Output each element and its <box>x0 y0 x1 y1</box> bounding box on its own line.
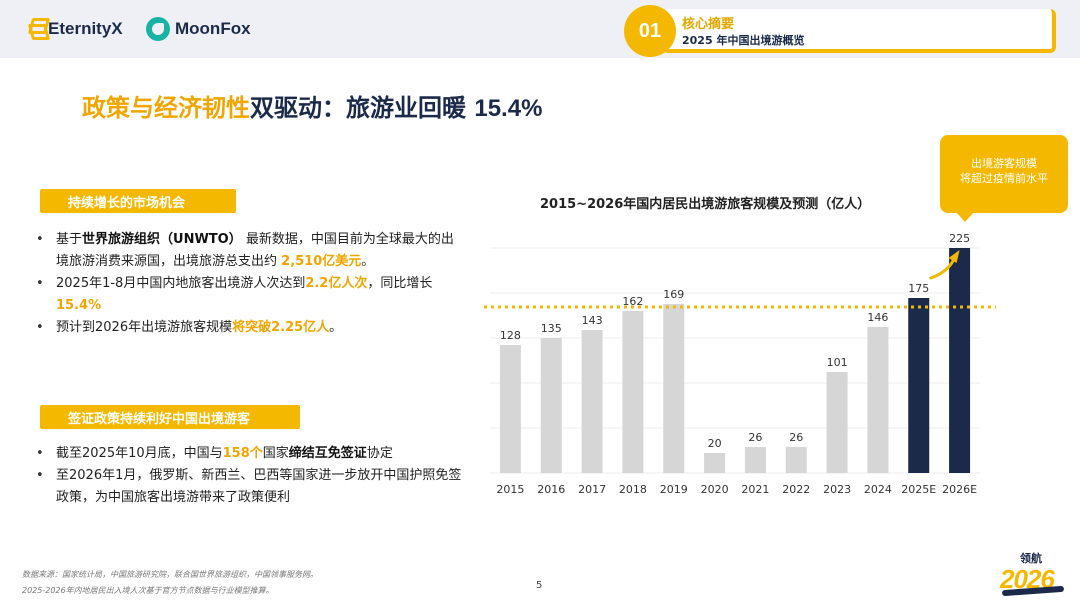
tick-label-2026E: 2026E <box>942 483 977 496</box>
chart-bar-2018 <box>622 311 644 473</box>
tick-label-2023: 2023 <box>823 483 851 496</box>
callout-line-2: 将超过疫情前水平 <box>960 172 1048 185</box>
bullet-highlight: 2,510亿美元 <box>281 254 362 269</box>
headline-number: 15.4% <box>474 95 543 122</box>
callout-line-1: 出境游客规模 <box>971 157 1037 170</box>
data-label-2026E: 225 <box>949 232 970 245</box>
section-subtitle: 2025 年中国出境游概览 <box>682 34 805 47</box>
tick-label-2019: 2019 <box>660 483 688 496</box>
chart-bar-2016 <box>540 338 562 473</box>
data-label-2023: 101 <box>827 356 848 369</box>
bullet-text: 最新数据，中国目前为全球最大的出境旅游消费来源国，出境旅游总支出约 <box>56 232 454 269</box>
list-item: 至2026年1月，俄罗斯、新西兰、巴西等国家进一步放开中国护照免签政策，为中国旅… <box>34 465 464 509</box>
bullet-highlight: 158个 <box>222 446 263 461</box>
chart-bar-2025E <box>908 298 930 473</box>
tick-label-2021: 2021 <box>741 483 769 496</box>
moonfox-logo-text: MoonFox <box>175 19 251 38</box>
chart-bar-2021 <box>744 447 766 473</box>
visa-policy-pill: 签证政策持续利好中国出境游客 <box>40 405 300 429</box>
market-opportunity-pill: 持续增长的市场机会 <box>40 189 236 213</box>
data-label-2019: 169 <box>663 288 684 301</box>
bullet-text: 至2026年1月，俄罗斯、新西兰、巴西等国家进一步放开中国护照免签政策，为中国旅… <box>56 468 462 505</box>
data-label-2021: 26 <box>748 431 762 444</box>
list-item: 预计到2026年出境游旅客规模将突破2.25亿人。 <box>34 317 464 339</box>
bullet-text: 预计到2026年出境游旅客规模 <box>56 320 233 335</box>
eternityx-logo-icon <box>28 18 44 40</box>
brand-2026-logo: 领航 2026 <box>1000 548 1070 600</box>
data-label-2020: 20 <box>708 437 722 450</box>
tick-label-2018: 2018 <box>619 483 647 496</box>
page-number: 5 <box>536 580 543 591</box>
data-label-2022: 26 <box>789 431 803 444</box>
chart-bar-2026E <box>949 248 971 473</box>
tick-label-2015: 2015 <box>496 483 524 496</box>
bullet-text: 基于 <box>56 232 83 247</box>
visa-bullets: 截至2025年10月底，中国与158个国家缔结互免签证协定 至2026年1月，俄… <box>34 443 464 509</box>
growth-arrow-head <box>948 250 960 263</box>
data-label-2025E: 175 <box>908 282 929 295</box>
data-label-2015: 128 <box>500 329 521 342</box>
section-title: 核心摘要 <box>682 17 735 32</box>
bullet-highlight: 15.4% <box>56 298 102 313</box>
outbound-travelers-chart: 2015~2026年国内居民出境游旅客规模及预测（亿人） 128 2015 135 2… <box>480 186 1070 516</box>
bullet-text: 截至2025年10月底，中国与 <box>56 446 223 461</box>
bullet-emphasis: 缔结互免签证 <box>288 446 367 461</box>
tick-label-2020: 2020 <box>701 483 729 496</box>
chart-bar-2023 <box>826 372 848 473</box>
tick-label-2016: 2016 <box>537 483 565 496</box>
tick-label-2025E: 2025E <box>901 483 936 496</box>
section-tab <box>662 9 1056 53</box>
chart-bar-2019 <box>663 304 685 473</box>
bullet-text: 。 <box>329 320 343 335</box>
callout-bubble: 出境游客规模 将超过疫情前水平 <box>940 135 1068 222</box>
list-item: 2025年1-8月中国内地旅客出境游人次达到2.2亿人次，同比增长 15.4% <box>34 273 464 317</box>
bullet-text: 国家 <box>262 446 289 461</box>
chart-bar-2020 <box>704 453 726 473</box>
chart-bar-2024 <box>867 327 889 473</box>
bullet-text: 。 <box>361 254 375 269</box>
data-label-2017: 143 <box>582 314 603 327</box>
bullet-text: 2025年1-8月中国内地旅客出境游人次达到 <box>56 276 306 291</box>
eternityx-logo: EternityX <box>28 16 123 42</box>
moonfox-logo-icon <box>146 17 170 41</box>
data-label-2016: 135 <box>541 322 562 335</box>
tick-label-2017: 2017 <box>578 483 606 496</box>
headline-part-2: 双驱动：旅游业回暖 <box>250 94 475 122</box>
bullet-highlight: 2.2亿人次 <box>305 276 368 291</box>
data-label-2018: 162 <box>622 295 643 308</box>
chart-bar-2022 <box>785 447 807 473</box>
source-note-2: 2025-2026年内地居民出入境人次基于官方节点数据与行业模型推算。 <box>22 586 274 595</box>
chart-bar-2015 <box>499 345 521 473</box>
bullet-highlight: 将突破2.25亿人 <box>232 320 330 335</box>
list-item: 截至2025年10月底，中国与158个国家缔结互免签证协定 <box>34 443 464 465</box>
bullet-text: ，同比增长 <box>367 276 433 291</box>
chart-bar-2017 <box>581 330 603 473</box>
list-item: 基于世界旅游组织（UNWTO） 最新数据，中国目前为全球最大的出境旅游消费来源国… <box>34 229 464 273</box>
headline-part-1: 政策与经济韧性 <box>82 94 250 122</box>
eternityx-logo-text: EternityX <box>48 19 123 38</box>
moonfox-logo: MoonFox <box>146 15 251 43</box>
section-number-badge: 01 <box>624 5 676 57</box>
tick-label-2024: 2024 <box>864 483 892 496</box>
chart-svg: 1282015135201614320171622018169201920202… <box>484 232 996 496</box>
chart-title: 2015~2026年国内居民出境游旅客规模及预测（亿人） <box>540 197 871 212</box>
source-note-1: 数据来源：国家统计局，中国旅游研究院，联合国世界旅游组织，中国领事服务网。 <box>22 570 318 579</box>
tick-label-2022: 2022 <box>782 483 810 496</box>
page-headline: 政策与经济韧性双驱动：旅游业回暖 15.4% <box>82 88 542 123</box>
bullet-emphasis: 世界旅游组织（UNWTO） <box>82 232 242 247</box>
market-bullets: 基于世界旅游组织（UNWTO） 最新数据，中国目前为全球最大的出境旅游消费来源国… <box>34 229 464 339</box>
data-label-2024: 146 <box>867 311 888 324</box>
brand-label: 领航 <box>1020 552 1042 565</box>
bullet-text: 协定 <box>366 446 393 461</box>
